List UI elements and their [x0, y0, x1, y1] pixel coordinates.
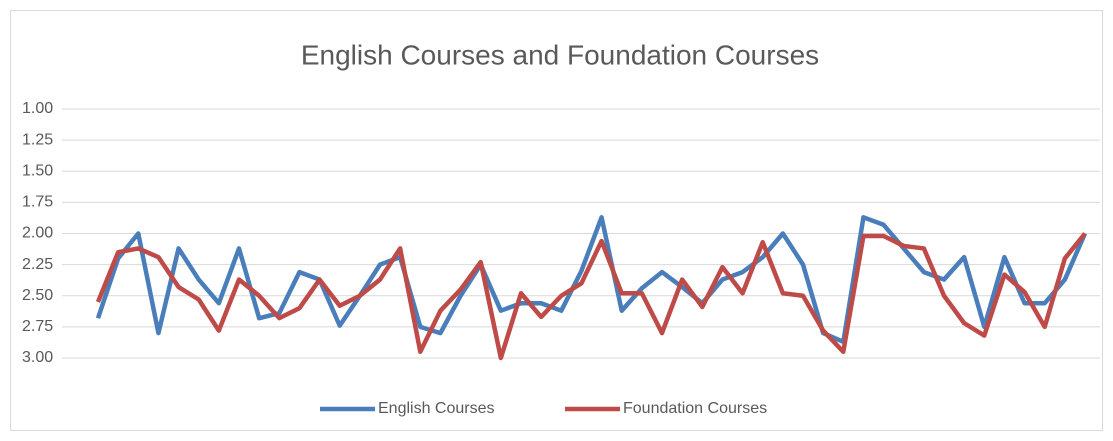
y-tick-label: 1.50	[22, 162, 53, 179]
y-tick-label: 2.00	[22, 225, 53, 242]
y-tick-label: 3.00	[22, 349, 53, 366]
data-line	[95, 232, 1087, 361]
y-tick-label: 1.25	[22, 131, 53, 148]
chart-frame	[10, 10, 1103, 431]
y-tick-label: 1.00	[22, 100, 53, 117]
y-tick-label: 2.25	[22, 256, 53, 273]
y-tick-label: 2.50	[22, 287, 53, 304]
y-tick-label: 2.75	[22, 318, 53, 335]
y-tick-label: 1.75	[22, 194, 53, 211]
legend-label: English Courses	[378, 400, 495, 417]
data-line	[95, 215, 1088, 345]
legend-label: Foundation Courses	[623, 400, 767, 417]
chart-title: English Courses and Foundation Courses	[301, 39, 819, 70]
